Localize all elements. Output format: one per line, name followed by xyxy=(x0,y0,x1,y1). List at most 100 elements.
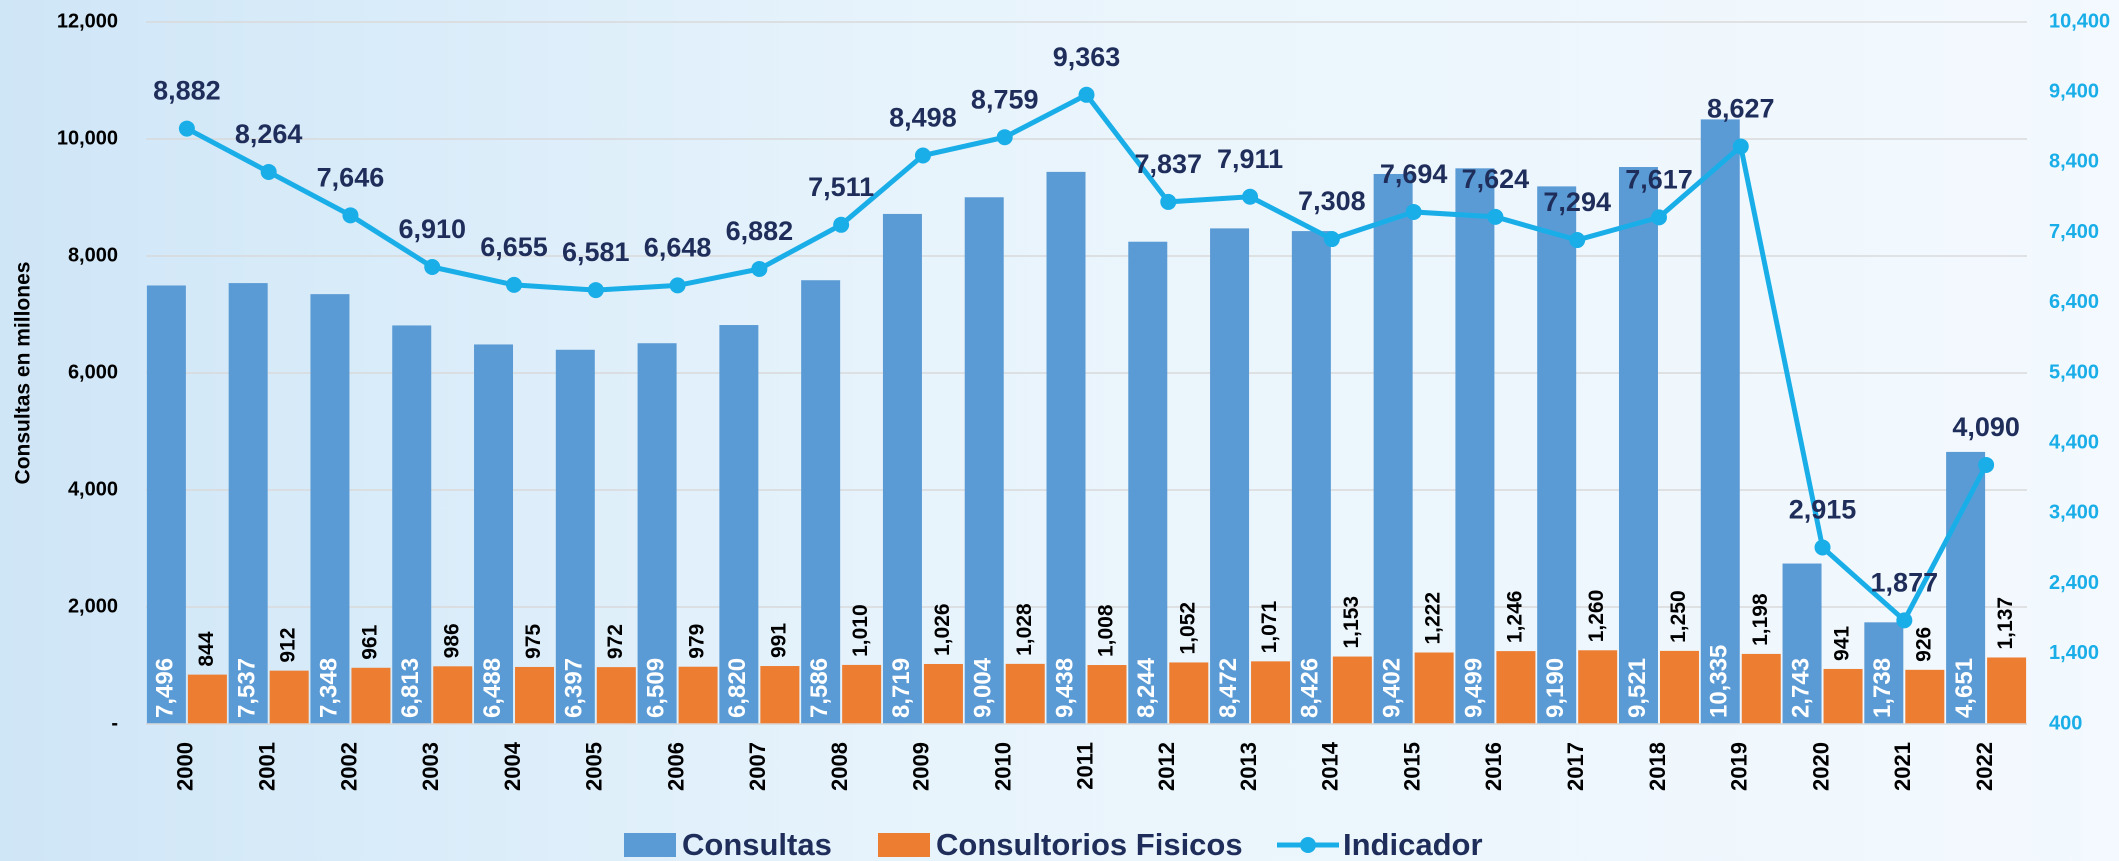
y2-tick-label: 3,400 xyxy=(2049,502,2099,524)
x-tick-label: 2016 xyxy=(1481,742,1506,791)
data-label: 9,438 xyxy=(1051,658,1078,718)
legend-marker xyxy=(1300,837,1316,853)
bar xyxy=(392,325,432,724)
data-label: 8,882 xyxy=(153,76,221,106)
x-tick-label: 2011 xyxy=(1072,742,1097,790)
data-label: 9,363 xyxy=(1053,42,1121,72)
data-label: 8,264 xyxy=(235,119,303,149)
bar xyxy=(228,283,268,724)
data-label: 991 xyxy=(767,623,790,658)
bar xyxy=(1782,563,1822,724)
x-tick-label: 2006 xyxy=(663,742,688,791)
data-label: 975 xyxy=(522,624,545,659)
bar xyxy=(1905,669,1945,724)
data-label: 4,651 xyxy=(1951,658,1978,718)
data-label: 7,694 xyxy=(1380,159,1448,189)
y2-tick-label: 2,400 xyxy=(2049,572,2099,594)
data-label: 9,499 xyxy=(1460,658,1487,718)
legend-swatch xyxy=(624,833,676,857)
bar xyxy=(923,663,963,724)
data-label: 1,250 xyxy=(1667,590,1690,643)
bar xyxy=(882,213,922,724)
bar xyxy=(1005,663,1045,724)
x-tick-label: 2009 xyxy=(909,742,934,791)
x-tick-label: 2000 xyxy=(173,742,198,791)
data-label: 1,260 xyxy=(1585,590,1608,643)
point xyxy=(1323,231,1340,248)
bar xyxy=(1414,652,1454,724)
point xyxy=(1814,539,1831,556)
data-label: 986 xyxy=(440,623,463,658)
data-label: 1,153 xyxy=(1340,596,1363,649)
y2-tick-label: 400 xyxy=(2049,712,2082,734)
bar xyxy=(187,674,227,724)
bar xyxy=(1210,228,1250,724)
x-tick-label: 2017 xyxy=(1563,742,1588,791)
point xyxy=(506,276,523,293)
point xyxy=(424,258,441,275)
x-tick-label: 2018 xyxy=(1645,742,1670,791)
x-tick-label: 2005 xyxy=(582,742,607,791)
data-label: 1,008 xyxy=(1095,604,1118,657)
bar xyxy=(1537,186,1577,724)
data-label: 941 xyxy=(1831,626,1854,661)
bar xyxy=(964,197,1004,725)
data-label: 1,198 xyxy=(1749,593,1772,646)
bar xyxy=(719,325,759,724)
data-label: 7,511 xyxy=(808,172,874,202)
data-label: 961 xyxy=(359,624,382,659)
bar xyxy=(1128,241,1168,724)
data-label: 6,397 xyxy=(561,658,588,718)
legend-label: Indicador xyxy=(1343,827,1483,861)
bar xyxy=(637,343,677,724)
bar xyxy=(1987,657,2027,724)
point xyxy=(1078,86,1095,103)
legend-label: Consultorios Fisicos xyxy=(936,827,1243,861)
bar xyxy=(1946,451,1986,724)
y-tick-label: 6,000 xyxy=(68,361,118,383)
point xyxy=(1405,203,1422,220)
bar xyxy=(760,666,800,724)
x-tick-label: 2012 xyxy=(1154,742,1179,791)
data-label: 2,743 xyxy=(1787,658,1814,718)
y2-tick-label: 5,400 xyxy=(2049,361,2099,383)
bar xyxy=(1618,167,1658,725)
bar xyxy=(1741,653,1781,724)
y-tick-label: 12,000 xyxy=(57,10,118,32)
point xyxy=(1978,456,1995,473)
bar xyxy=(1823,668,1863,724)
point xyxy=(1569,232,1586,249)
data-label: 1,877 xyxy=(1871,567,1939,597)
y2-tick-label: 7,400 xyxy=(2049,221,2099,243)
y2-tick-label: 4,400 xyxy=(2049,431,2099,453)
x-tick-label: 2001 xyxy=(254,742,279,791)
point xyxy=(1732,138,1749,155)
data-label: 6,813 xyxy=(397,658,424,718)
y2-tick-label: 1,400 xyxy=(2049,642,2099,664)
data-label: 1,028 xyxy=(1013,603,1036,656)
bar xyxy=(1864,622,1904,724)
data-label: 6,509 xyxy=(642,658,669,718)
bar xyxy=(1659,650,1699,724)
y2-tick-label: 6,400 xyxy=(2049,291,2099,313)
x-tick-label: 2021 xyxy=(1890,742,1915,791)
data-label: 8,719 xyxy=(888,658,915,718)
data-label: 9,004 xyxy=(970,657,997,718)
bar xyxy=(1332,656,1372,724)
x-tick-label: 2014 xyxy=(1318,741,1343,791)
data-label: 979 xyxy=(686,624,709,659)
data-label: 1,137 xyxy=(1994,597,2017,650)
point xyxy=(751,260,768,277)
x-tick-label: 2008 xyxy=(827,742,852,791)
point xyxy=(996,129,1013,146)
data-label: 1,222 xyxy=(1422,592,1445,645)
data-label: 6,488 xyxy=(479,658,506,718)
legend-swatch xyxy=(878,833,930,857)
data-label: 6,581 xyxy=(562,237,630,267)
data-label: 8,244 xyxy=(1133,657,1160,718)
data-label: 6,882 xyxy=(726,216,794,246)
data-label: 1,052 xyxy=(1176,602,1199,655)
data-label: 7,308 xyxy=(1298,186,1366,216)
point xyxy=(1650,209,1667,226)
